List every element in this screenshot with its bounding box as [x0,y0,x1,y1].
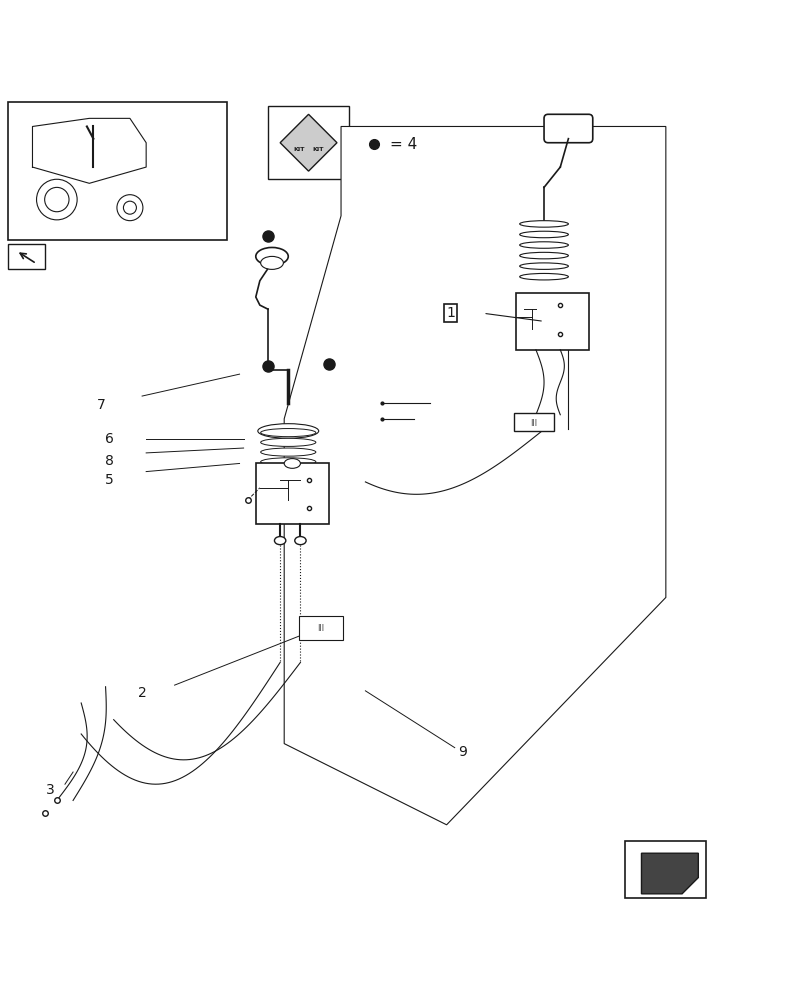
FancyBboxPatch shape [255,463,328,524]
Ellipse shape [255,247,288,265]
Ellipse shape [260,448,315,456]
Text: 6: 6 [105,432,114,446]
Ellipse shape [519,263,568,269]
Text: |||: ||| [317,624,324,631]
Text: KIT: KIT [312,147,324,152]
Text: 1: 1 [446,306,454,320]
Text: 9: 9 [458,745,466,759]
FancyBboxPatch shape [624,841,706,898]
Text: |||: ||| [530,419,536,426]
Ellipse shape [260,468,315,476]
FancyBboxPatch shape [515,293,588,350]
Text: 8: 8 [105,454,114,468]
Polygon shape [641,853,697,894]
Ellipse shape [260,256,283,269]
Text: 2: 2 [138,686,146,700]
Text: 7: 7 [97,398,105,412]
Ellipse shape [260,458,315,466]
FancyBboxPatch shape [8,102,227,240]
Ellipse shape [284,459,300,468]
Text: = 4: = 4 [389,137,417,152]
Ellipse shape [519,273,568,280]
Ellipse shape [260,438,315,446]
Ellipse shape [294,537,306,545]
Polygon shape [280,114,337,171]
Ellipse shape [257,424,318,438]
Ellipse shape [260,429,315,437]
Ellipse shape [519,242,568,248]
Ellipse shape [519,252,568,259]
Text: KIT: KIT [293,147,304,152]
Ellipse shape [274,537,285,545]
Text: 5: 5 [105,473,114,487]
FancyBboxPatch shape [298,616,342,640]
Polygon shape [284,126,665,825]
Ellipse shape [519,231,568,238]
FancyBboxPatch shape [8,244,45,269]
FancyBboxPatch shape [543,114,592,143]
FancyBboxPatch shape [513,413,553,431]
Text: 3: 3 [46,783,54,797]
Ellipse shape [519,221,568,227]
FancyBboxPatch shape [268,106,349,179]
